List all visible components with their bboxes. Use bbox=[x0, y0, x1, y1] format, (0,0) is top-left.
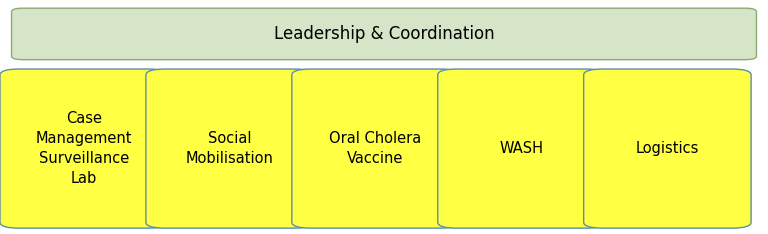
FancyBboxPatch shape bbox=[146, 69, 313, 228]
FancyBboxPatch shape bbox=[0, 69, 167, 228]
Text: Logistics: Logistics bbox=[636, 141, 699, 156]
Text: Social
Mobilisation: Social Mobilisation bbox=[186, 131, 273, 166]
Text: Case
Management
Surveillance
Lab: Case Management Surveillance Lab bbox=[35, 111, 132, 186]
Text: Leadership & Coordination: Leadership & Coordination bbox=[273, 25, 495, 43]
Text: WASH: WASH bbox=[499, 141, 544, 156]
Text: Oral Cholera
Vaccine: Oral Cholera Vaccine bbox=[329, 131, 422, 166]
FancyBboxPatch shape bbox=[12, 8, 756, 60]
FancyBboxPatch shape bbox=[584, 69, 751, 228]
FancyBboxPatch shape bbox=[438, 69, 605, 228]
FancyBboxPatch shape bbox=[292, 69, 459, 228]
